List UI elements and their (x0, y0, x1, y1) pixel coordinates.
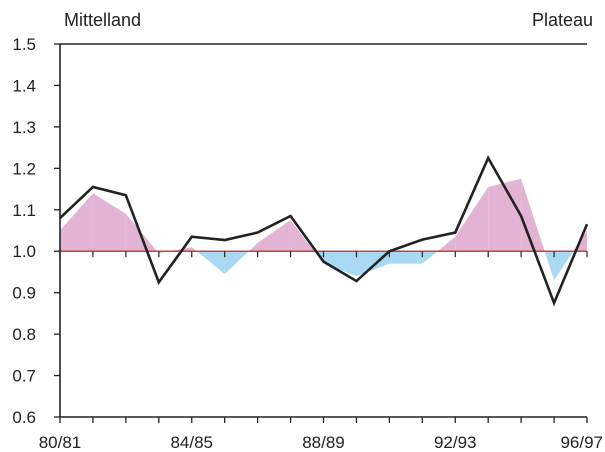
x-tick-label: 88/89 (302, 433, 345, 452)
area-below-segment (422, 251, 438, 264)
area-above-segment (257, 220, 291, 252)
y-tick-label: 0.6 (12, 408, 36, 427)
area-below-segment (389, 251, 423, 264)
chart-title-right: Plateau (531, 10, 593, 30)
y-tick-label: 1.2 (12, 159, 36, 178)
area-above-segment (521, 178, 545, 252)
area-above-segment (290, 220, 315, 252)
y-tick-label: 1.0 (12, 242, 36, 261)
area-above-segment (455, 186, 489, 252)
deviation-areas (60, 178, 587, 281)
area-below-segment (224, 251, 249, 275)
area-above-segment (191, 247, 197, 252)
y-tick-label: 1.4 (12, 76, 36, 95)
x-tick-label: 96/97 (560, 433, 603, 452)
area-above-segment (92, 193, 126, 252)
y-tick-label: 1.1 (12, 201, 36, 220)
x-tick-labels: 80/81 84/85 88/89 92/93 96/97 (39, 433, 603, 452)
y-tick-label: 1.3 (12, 118, 36, 137)
y-tick-label: 0.9 (12, 284, 36, 303)
x-tick-label: 92/93 (434, 433, 477, 452)
y-tick-label: 1.5 (12, 35, 36, 54)
y-tick-label: 0.8 (12, 325, 36, 344)
area-above-segment (488, 178, 522, 252)
x-tick-label: 84/85 (170, 433, 213, 452)
y-tick-label: 0.7 (12, 367, 36, 386)
area-above-segment (169, 247, 192, 252)
axes (54, 43, 588, 423)
y-tick-labels: 0.6 0.7 0.8 0.9 1.0 1.1 1.2 1.3 1.4 1.5 (12, 35, 36, 427)
area-above-segment (248, 242, 258, 252)
area-below-segment (196, 251, 225, 275)
area-above-segment (60, 193, 93, 252)
x-tick-label: 80/81 (39, 433, 82, 452)
area-below-segment (554, 251, 574, 281)
chart-title-left: Mittelland (64, 10, 142, 30)
area-above-segment (437, 236, 456, 252)
area-below-segment (314, 251, 324, 264)
series-line (59, 155, 589, 307)
area-above-segment (125, 213, 158, 252)
series-lines (59, 155, 589, 307)
area-below-segment (323, 251, 357, 277)
area-below-segment (544, 251, 555, 281)
